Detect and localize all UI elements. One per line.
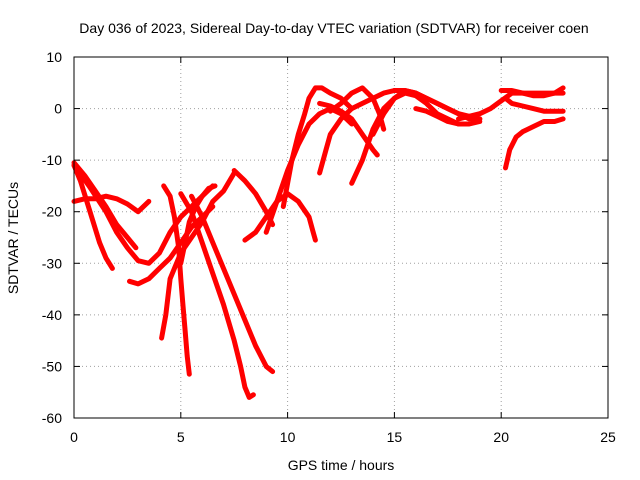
series-line-arc-14 <box>280 85 355 210</box>
series-line-arc-5 <box>127 204 216 287</box>
series-line-arc-8 <box>178 191 256 400</box>
series-line-arc-6 <box>161 183 192 377</box>
series-line-arc-1 <box>71 160 139 251</box>
series-line-arc-10 <box>178 183 218 266</box>
series-line-arc-3 <box>71 162 115 271</box>
series-line-arc-15 <box>317 88 397 176</box>
x-tick-label: 5 <box>177 429 185 445</box>
tick-layer: 0 5 10 15 20 25 -60 -50 -40 -30 -20 -10 0 10 <box>42 49 616 445</box>
y-tick-label: -10 <box>42 152 62 168</box>
x-tick-label: 10 <box>280 429 296 445</box>
series-line-arc-24 <box>503 95 566 114</box>
y-axis-label: SDTVAR / TECUs <box>5 182 21 294</box>
series-line-arc-23 <box>498 88 566 96</box>
y-tick-label: 10 <box>46 49 62 65</box>
plot-frame <box>73 56 609 419</box>
series-line-arc-17 <box>317 100 380 158</box>
y-tick-label: -50 <box>42 358 62 374</box>
series-line-arc-21 <box>413 106 483 127</box>
y-tick-label: -20 <box>42 204 62 220</box>
series-line-arc-4 <box>71 193 152 215</box>
series-line-arc-12 <box>242 191 318 243</box>
series-line-arc-7 <box>159 170 237 341</box>
series-line-arc-25 <box>503 116 566 171</box>
series-layer <box>71 85 566 400</box>
chart-title: Day 036 of 2023, Sidereal Day-to-day VTE… <box>79 20 588 36</box>
series-line-arc-2 <box>71 162 216 266</box>
x-tick-label: 0 <box>70 429 78 445</box>
x-axis-label: GPS time / hours <box>288 457 395 473</box>
series-line-arc-9 <box>189 193 276 375</box>
x-tick-label: 25 <box>600 429 616 445</box>
x-tick-label: 20 <box>493 429 509 445</box>
x-tick-label: 15 <box>387 429 403 445</box>
y-tick-label: 0 <box>54 101 62 117</box>
y-tick-label: -40 <box>42 307 62 323</box>
y-tick-label: -30 <box>42 255 62 271</box>
y-tick-label: -60 <box>42 410 62 426</box>
